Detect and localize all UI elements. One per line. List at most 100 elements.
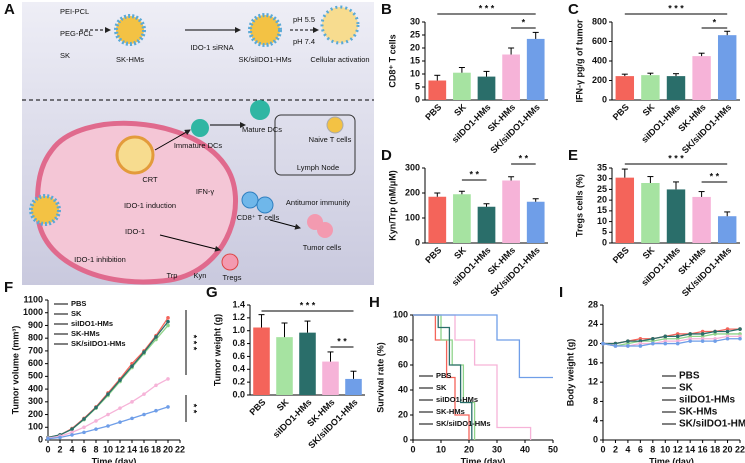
marker — [713, 329, 717, 334]
x-tick-label: PBS — [247, 397, 267, 417]
significance: * * — [519, 153, 529, 163]
bar — [717, 35, 737, 100]
marker — [94, 427, 98, 431]
label: IDO-1 inhibition — [74, 255, 126, 264]
x-tick-label: PBS — [423, 245, 443, 265]
series-line — [413, 314, 473, 440]
x-axis-label: Time (day) — [461, 456, 506, 463]
label: IDO-1 siRNA — [190, 43, 233, 52]
y-tick-label: 1100 — [23, 294, 43, 304]
y-tick-label: 1000 — [23, 307, 43, 317]
label: Kyn — [194, 271, 207, 280]
bar — [253, 327, 270, 395]
marker — [725, 336, 730, 341]
marker — [700, 332, 705, 336]
bar — [641, 183, 660, 243]
label: IDO-1 induction — [124, 201, 176, 210]
treg — [221, 253, 239, 271]
x-tick-label: 20 — [163, 444, 173, 454]
y-tick-label: 500 — [28, 371, 43, 381]
panel-label: B — [381, 1, 392, 18]
marker — [94, 405, 98, 410]
x-tick-label: 22 — [175, 444, 185, 454]
x-tick-label: PBS — [423, 102, 443, 122]
bar — [428, 196, 447, 243]
y-tick-label: 80 — [398, 334, 408, 344]
y-tick-label: 0.0 — [232, 389, 245, 399]
marker — [166, 405, 170, 409]
x-tick-label: 18 — [151, 444, 161, 454]
y-tick-label: 15 — [597, 205, 607, 215]
series-line — [413, 314, 470, 440]
y-tick-label: 24 — [588, 319, 598, 329]
marker — [82, 425, 86, 430]
x-tick-label: 40 — [520, 444, 530, 454]
arrow — [269, 219, 301, 230]
series-line — [603, 328, 741, 345]
x-tick-label: 2 — [613, 444, 618, 454]
marker — [118, 406, 122, 410]
x-tick-label: 10 — [103, 444, 113, 454]
y-tick-label: 12 — [588, 377, 598, 387]
legend-label: SK-HMs — [436, 407, 465, 416]
y-tick-label: 4 — [593, 415, 598, 425]
legend-label: siIDO1-HMs — [71, 319, 113, 328]
marker — [70, 430, 74, 435]
marker — [154, 408, 158, 413]
x-tick-label: SK — [641, 245, 657, 261]
x-tick-label: 14 — [685, 444, 695, 454]
y-axis-label: Survival rate (%) — [375, 342, 385, 413]
significance: * * * — [300, 300, 316, 310]
particle — [114, 14, 146, 46]
bar — [477, 76, 496, 100]
y-tick-label: 0 — [602, 237, 607, 247]
y-tick-label: 600 — [28, 358, 43, 368]
bar — [615, 76, 635, 100]
bar — [477, 206, 496, 243]
y-tick-label: 25 — [410, 29, 420, 39]
bar — [276, 337, 293, 395]
marker — [142, 412, 146, 417]
legend-label: SK-HMs — [679, 407, 718, 418]
marker — [82, 417, 86, 421]
y-tick-label: 100 — [28, 422, 43, 432]
x-tick-label: 2 — [57, 444, 62, 454]
y-tick-label: 8 — [593, 396, 598, 406]
bar — [692, 196, 711, 243]
bar — [428, 80, 447, 100]
marker — [601, 341, 605, 346]
marker — [700, 339, 705, 343]
label: PEI-PCL — [60, 7, 89, 16]
y-tick-label: 30 — [597, 173, 607, 183]
y-tick-label: 20 — [410, 42, 420, 52]
x-tick-label: SK — [452, 245, 468, 261]
y-tick-label: 20 — [398, 409, 408, 419]
panel-label: A — [4, 1, 15, 18]
y-tick-label: 0.2 — [232, 377, 245, 387]
label: PEG-PCL — [60, 29, 93, 38]
marker — [142, 350, 146, 354]
y-tick-label: 800 — [28, 333, 43, 343]
y-tick-label: 100 — [405, 212, 420, 222]
panel-label: C — [568, 1, 579, 18]
series-line — [47, 378, 169, 439]
label: Trp — [167, 271, 178, 280]
label: Tregs — [223, 273, 242, 282]
label: SK/siIDO1-HMs — [239, 55, 292, 64]
label: SK — [60, 51, 70, 60]
marker — [70, 427, 74, 431]
legend-label: SK — [436, 383, 447, 392]
x-tick-label: SK — [452, 102, 468, 118]
dc — [191, 119, 209, 137]
marker — [106, 412, 110, 417]
marker — [106, 392, 110, 396]
marker — [166, 377, 170, 381]
marker — [118, 420, 122, 424]
y-axis-label: Kyn/Trp (nM/μM) — [387, 170, 397, 241]
arrow — [159, 234, 221, 252]
marker — [675, 341, 680, 346]
significance: * * * — [668, 153, 684, 163]
marker — [675, 334, 680, 339]
y-tick-label: 0 — [593, 434, 598, 444]
